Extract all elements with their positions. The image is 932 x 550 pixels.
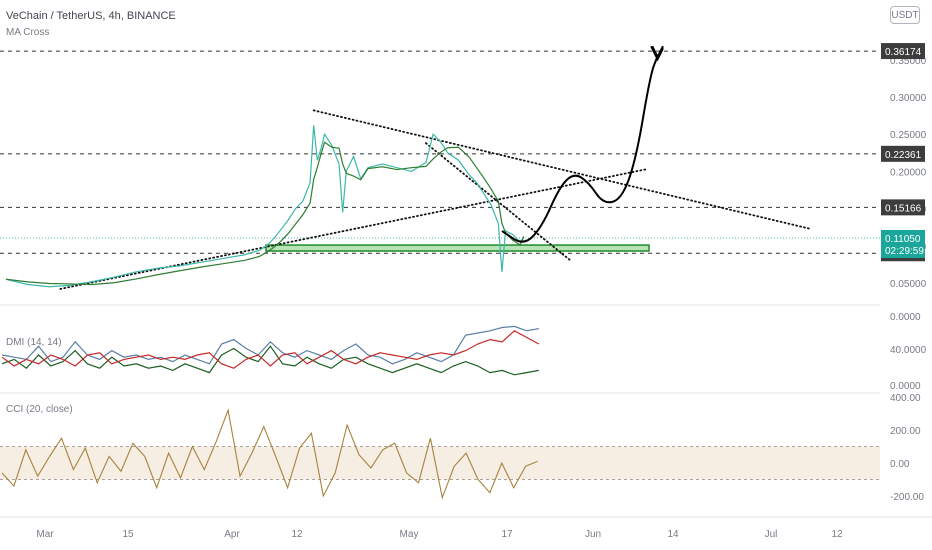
dmi-title: DMI (14, 14) [6, 337, 62, 348]
currency-button[interactable]: USDT [890, 6, 920, 24]
current-price-label: 0.11050 [885, 234, 921, 245]
price-line [5, 125, 525, 288]
level-label: 0.36174 [885, 47, 922, 58]
level-label: 0.15166 [885, 203, 922, 214]
symbol-title: VeChain / TetherUS, 4h, BINANCE [6, 10, 176, 22]
time-tick-label: 15 [122, 529, 134, 540]
cci-line [1, 408, 538, 500]
time-tick-label: Jun [585, 529, 601, 540]
support-zone[interactable] [265, 244, 650, 252]
level-label: 0.22361 [885, 150, 922, 161]
current-price-badge [881, 229, 925, 258]
time-tick-label: 12 [831, 529, 843, 540]
trendline [59, 168, 648, 290]
dmi-series [1, 325, 540, 376]
cci-overbought-oversold-band [0, 446, 880, 480]
dmi-line [1, 345, 539, 376]
time-axis[interactable]: Mar 15 Apr 12 May 17 Jun 14 Jul 12 [36, 529, 843, 540]
indicator-label: MA Cross [6, 27, 50, 38]
price-axis[interactable]: 0.050000.100000.150000.200000.250000.300… [881, 43, 927, 503]
price-tick-label: 0.25000 [890, 130, 927, 141]
time-tick-label: 14 [667, 529, 679, 540]
cci-tick-label: 0.00 [890, 459, 910, 470]
price-tick-label: 0.35000 [890, 56, 927, 67]
projection-path[interactable] [501, 56, 658, 243]
countdown-label: 02:29:59 [885, 246, 924, 257]
cci-tick-label: -200.00 [890, 492, 924, 503]
price-tick-label: 0.30000 [890, 93, 927, 104]
level-badge [881, 43, 925, 60]
projection-path-line [501, 56, 658, 243]
time-tick-label: Apr [224, 529, 240, 540]
cci-title: CCI (20, close) [6, 404, 73, 415]
dmi-tick-label: 40.0000 [890, 345, 927, 356]
cci-tick-label: 200.00 [890, 426, 921, 437]
trendlines[interactable] [59, 109, 811, 290]
cci-series [0, 408, 880, 500]
time-tick-label: May [400, 529, 419, 540]
dmi-line [1, 325, 539, 365]
cci-tick-label: 400.00 [890, 393, 921, 404]
level-badge [881, 145, 925, 162]
price-tick-label: 0.05000 [890, 279, 927, 290]
time-tick-label: 12 [291, 529, 303, 540]
dmi-line [1, 330, 540, 369]
price-series [5, 125, 525, 288]
moving-average-line [5, 141, 525, 286]
trendline [312, 109, 811, 230]
dmi-tick-label: 0.0000 [890, 381, 921, 392]
dmi-tick-label: 0.0000 [890, 312, 921, 323]
time-tick-label: Jul [765, 529, 778, 540]
time-tick-label: Mar [36, 529, 54, 540]
price-tick-label: 0.20000 [890, 167, 927, 178]
time-tick-label: 17 [501, 529, 513, 540]
level-badge [881, 199, 925, 216]
